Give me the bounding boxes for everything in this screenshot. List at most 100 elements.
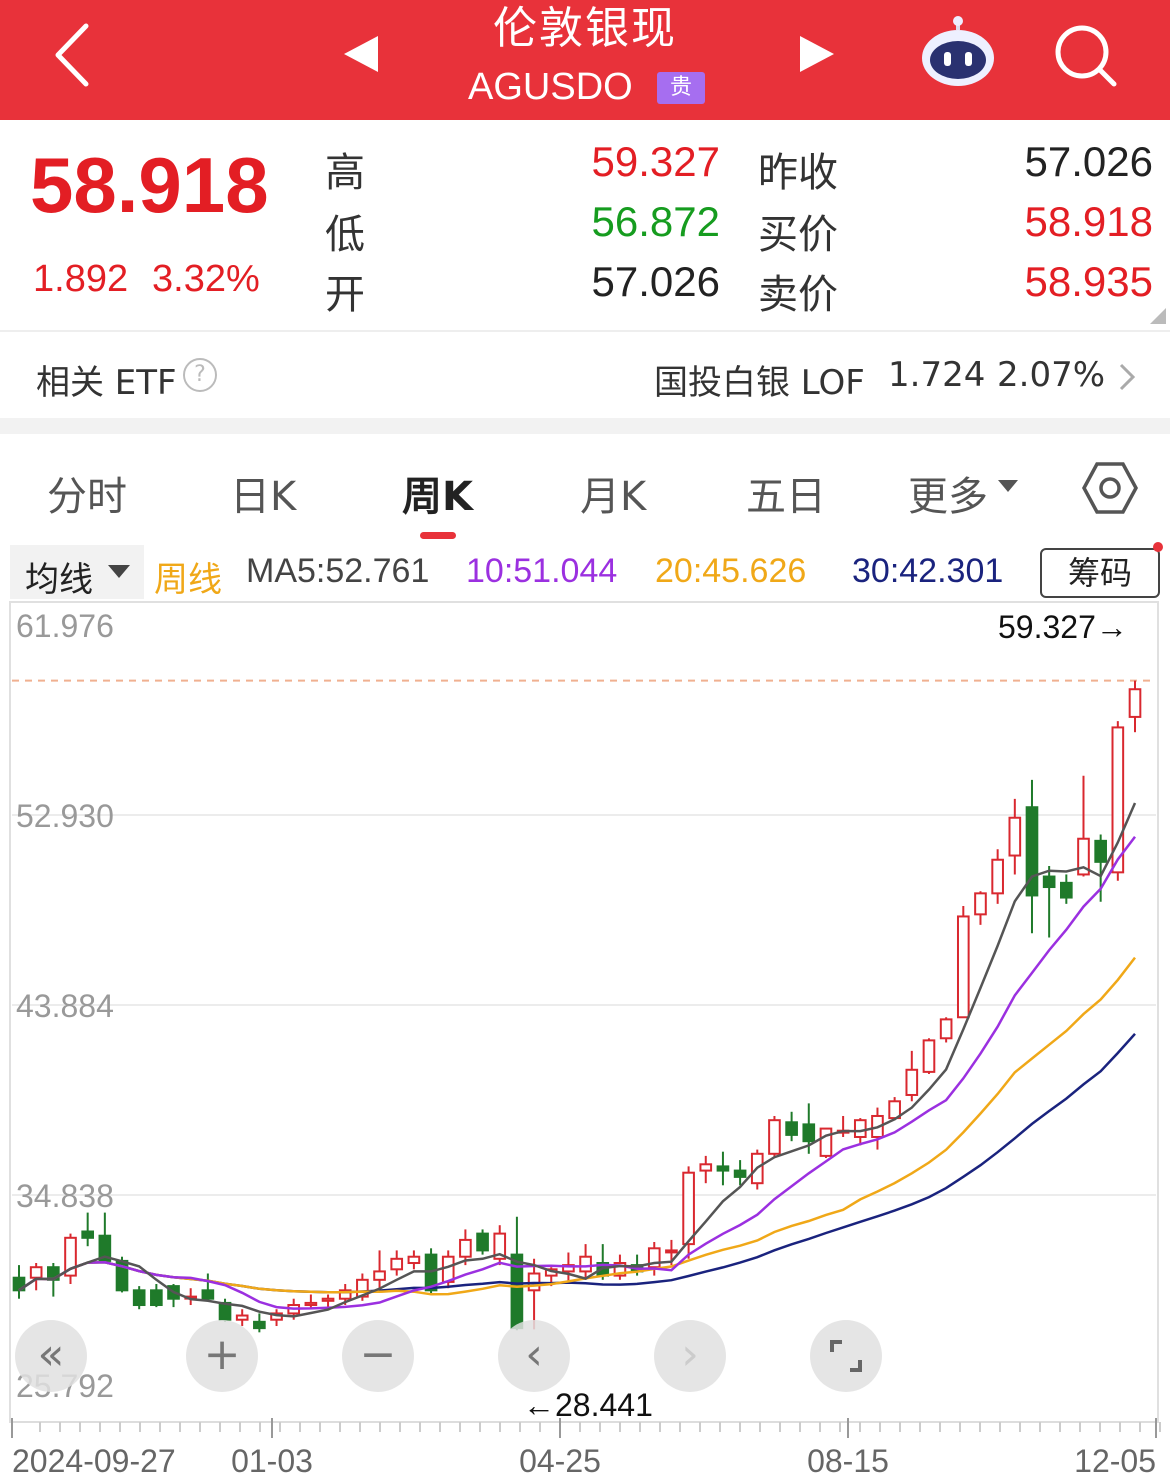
divider	[0, 330, 1170, 332]
y-tick-label: 52.930	[16, 798, 114, 834]
scroll-right-button[interactable]: ›	[654, 1320, 726, 1392]
candle-up	[562, 1264, 575, 1273]
ma20-value: 20:45.626	[655, 552, 807, 590]
candle-up	[1077, 837, 1090, 876]
period-label: 周线	[154, 561, 222, 599]
candle-up	[956, 915, 970, 1019]
candle-up	[665, 1249, 678, 1254]
ma10-line	[18, 836, 1136, 1310]
top-bar: 伦敦银现 AGUSDO 贵	[0, 0, 1170, 120]
tab-five-day[interactable]: 五日	[746, 474, 826, 520]
x-tick-label: 2024-09-27	[12, 1443, 176, 1477]
candle-up	[1111, 726, 1125, 874]
candle-down	[716, 1165, 730, 1172]
candle-down	[733, 1169, 747, 1178]
candle-up	[459, 1238, 472, 1258]
candle-down	[201, 1289, 215, 1300]
candle-up	[235, 1314, 249, 1321]
candle-down	[1094, 839, 1107, 863]
candle-up	[991, 858, 1004, 895]
tab-more[interactable]: 更多	[908, 474, 988, 520]
ma-selector-label[interactable]: 均线	[25, 561, 93, 599]
candle-up	[373, 1270, 386, 1281]
rewind-button[interactable]: «	[15, 1320, 87, 1392]
category-badge: 贵	[657, 72, 705, 104]
ma5-line	[18, 802, 1137, 1318]
candle-down	[1042, 875, 1056, 889]
notification-dot	[1153, 542, 1163, 552]
fullscreen-button[interactable]	[810, 1320, 882, 1392]
instrument-symbol: AGUSDO	[468, 66, 633, 108]
search-icon[interactable]	[1052, 22, 1118, 88]
ask-value: 58.935	[1024, 258, 1153, 305]
candle-up	[819, 1127, 833, 1157]
ma5-value: MA5:52.761	[246, 552, 430, 590]
ma10-value: 10:51.044	[466, 552, 618, 590]
candle-up	[647, 1247, 661, 1269]
tab-intraday[interactable]: 分时	[47, 474, 127, 520]
candle-down	[1025, 806, 1039, 897]
tab-monthly-k[interactable]: 月K	[580, 474, 647, 520]
candle-up	[338, 1289, 352, 1300]
settings-icon[interactable]	[1082, 460, 1138, 516]
candle-up	[699, 1163, 713, 1172]
caret-down-icon	[108, 565, 130, 578]
etf-name[interactable]: 国投白银 LOF	[654, 363, 865, 403]
section-gap	[0, 418, 1170, 434]
zoom-out-button[interactable]: −	[342, 1320, 414, 1392]
expand-corner-icon[interactable]	[1150, 308, 1166, 324]
y-tick-label: 43.884	[16, 988, 114, 1024]
open-value: 57.026	[591, 258, 720, 305]
chevron-left-icon[interactable]	[48, 22, 92, 88]
candle-up	[1128, 688, 1142, 718]
candle-up	[29, 1266, 43, 1279]
tab-daily-k[interactable]: 日K	[230, 474, 297, 520]
ma30-value: 30:42.301	[852, 552, 1004, 590]
etf-price: 1.724	[888, 355, 986, 395]
candle-down	[785, 1121, 798, 1136]
triangle-left-icon[interactable]	[342, 34, 382, 74]
candle-up	[579, 1255, 592, 1273]
price-change: 1.892	[33, 258, 129, 300]
candle-down	[150, 1289, 163, 1307]
y-tick-label: 34.838	[16, 1178, 114, 1214]
robot-icon[interactable]	[918, 16, 998, 88]
candle-up	[390, 1257, 404, 1271]
candle-up	[441, 1255, 455, 1283]
price-change-pct: 3.32%	[152, 258, 260, 300]
candle-up	[853, 1119, 867, 1138]
candle-down	[1060, 881, 1073, 899]
candle-up	[682, 1171, 695, 1246]
x-tick-label: 04-25	[519, 1443, 601, 1477]
chip-distribution-button[interactable]: 筹码	[1040, 548, 1160, 598]
help-icon[interactable]: ?	[183, 358, 217, 392]
etf-label: 相关 ETF	[36, 363, 177, 403]
candle-up	[974, 892, 987, 916]
prev-close-value: 57.026	[1024, 138, 1153, 185]
x-tick-label: 12-05	[1074, 1443, 1156, 1477]
caret-down-icon	[998, 480, 1018, 492]
max-price-label: 59.327→	[998, 609, 1128, 645]
fullscreen-icon	[830, 1340, 862, 1372]
triangle-right-icon[interactable]	[796, 34, 836, 74]
ma-lines	[18, 802, 1137, 1318]
scroll-left-button[interactable]: ‹	[498, 1320, 570, 1392]
x-tick-label: 01-03	[231, 1443, 313, 1477]
candle-up	[768, 1119, 781, 1155]
bid-label: 买价	[758, 212, 838, 258]
x-tick-label: 08-15	[807, 1443, 889, 1477]
zoom-in-button[interactable]: +	[186, 1320, 258, 1392]
chevron-right-icon[interactable]	[1118, 362, 1136, 392]
bid-value: 58.918	[1024, 198, 1153, 245]
min-price-label: ←28.441	[523, 1387, 653, 1423]
candle-up	[493, 1232, 507, 1260]
candle-up	[922, 1039, 936, 1073]
tab-weekly-k[interactable]: 周K	[402, 474, 473, 520]
ask-label: 卖价	[758, 272, 838, 318]
candle-up	[304, 1301, 318, 1307]
last-price: 58.918	[30, 141, 269, 229]
candle-up	[321, 1297, 335, 1302]
high-label: 高	[325, 150, 365, 196]
